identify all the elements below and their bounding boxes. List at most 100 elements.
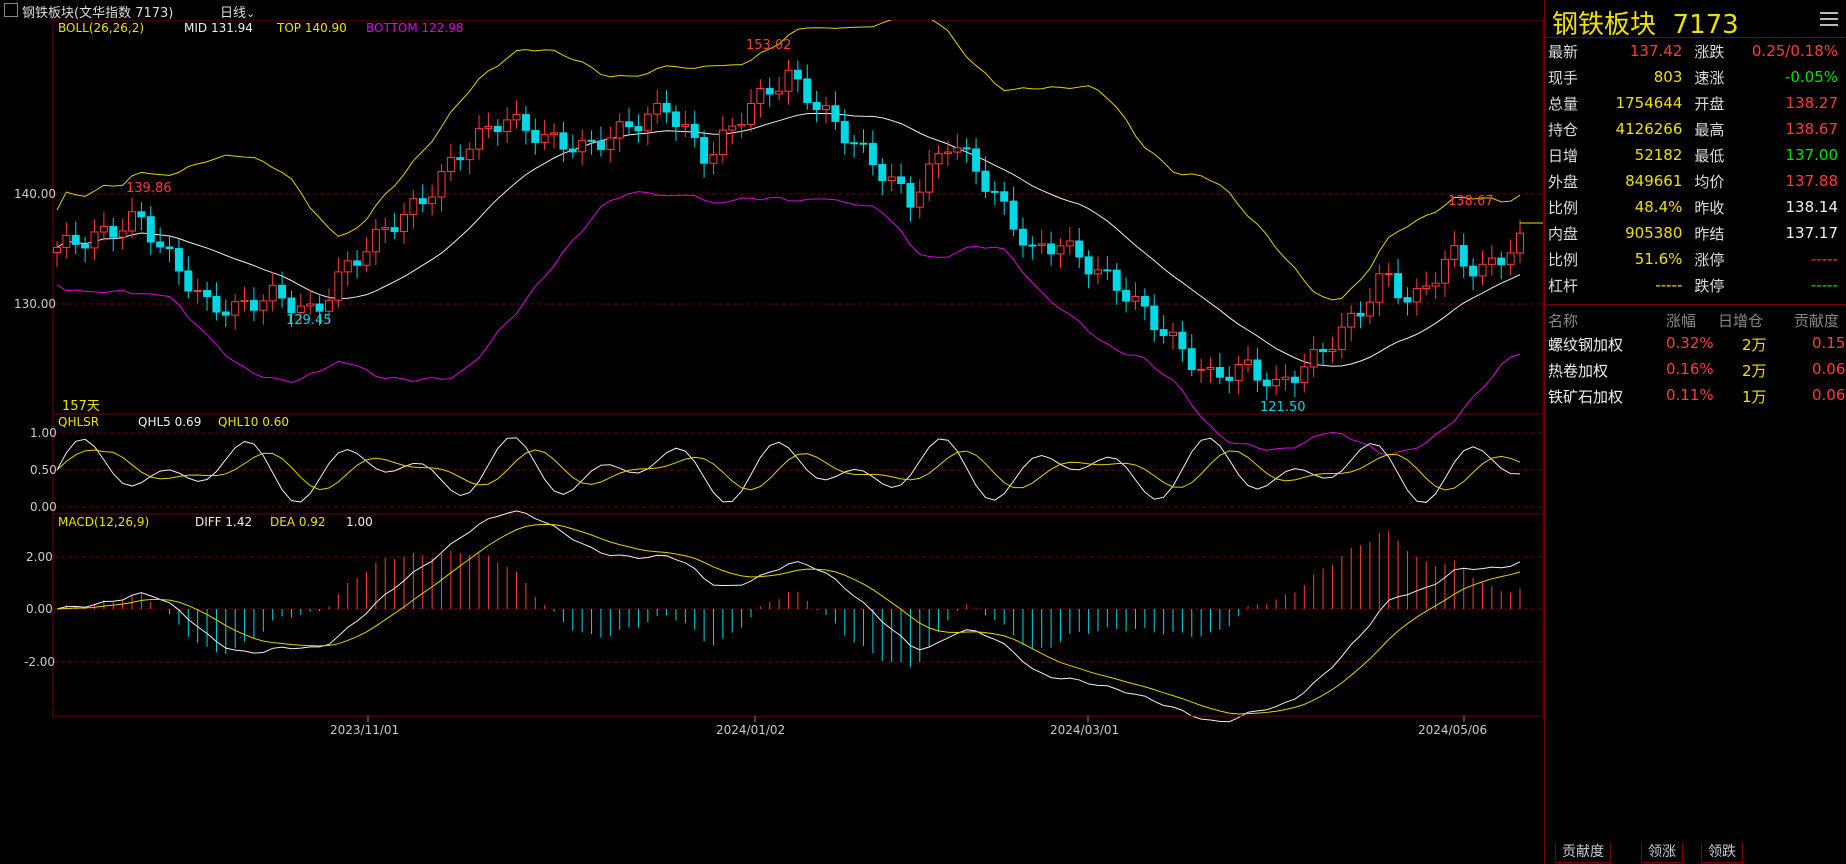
tab-contrib[interactable]: 贡献度 [1555,842,1611,863]
quote-value: 138.27 [1785,94,1839,112]
candle-body [962,147,971,150]
candle-body [146,216,155,243]
menu-icon[interactable] [1820,12,1838,28]
candle-body [259,300,268,311]
candle-body [1356,312,1365,317]
candle-body [953,147,962,153]
candle-body [1244,359,1253,365]
period-selector[interactable]: 日线⌄ [220,2,255,21]
x-tick-date: 2023/11/01 [330,723,399,737]
candle-body [765,88,774,95]
candle-body [934,153,943,165]
candle-body [409,198,418,215]
kline-chart[interactable]: BOLL(26,26,2) MID 131.94 TOP 140.90 BOTT… [0,10,1544,842]
macd-diff-line [56,510,1521,723]
candle-body [381,227,390,230]
candle-body [1159,329,1168,337]
candle-body [1478,263,1487,277]
candle-body [887,176,896,182]
boll-top-line [56,10,1521,301]
candle-body [606,137,615,150]
macd-value-label: 1.00 [346,515,373,529]
macd-indicator-label[interactable]: MACD(12,26,9) [58,515,149,529]
candle-body [390,227,399,233]
quote-label: 开盘 [1694,94,1725,113]
candle-body [137,211,146,218]
tab-leading-losers[interactable]: 领跌 [1701,842,1743,863]
candle-body [1422,285,1431,290]
quote-value: 48.4% [1634,198,1683,216]
candle-body [1206,367,1215,370]
candle-body [1281,376,1290,380]
candle-body [240,299,249,303]
high-price-marker: 153.02 [746,38,792,53]
contrib-row[interactable]: 螺纹钢加权 0.32% 2万 0.15 [1544,334,1846,360]
quote-label: 涨跌 [1694,42,1725,61]
candle-body [1225,376,1234,381]
contrib-col-contrib: 贡献度 [1794,312,1840,330]
quote-header: 钢铁板块 7173 [1548,2,1844,40]
quote-value: 905380 [1625,224,1683,242]
quote-table: 最新 137.42 涨跌 0.25/0.18% 现手 803 速涨 -0.05% 总量 17546… [1544,38,1846,298]
chevron-down-icon: ⌄ [246,7,256,20]
contrib-name: 热卷加权 [1548,362,1609,380]
contrib-inc: 2万 [1742,362,1767,380]
candle-body [221,311,230,316]
quote-label: 外盘 [1548,172,1579,191]
chart-area[interactable]: BOLL(26,26,2) MID 131.94 TOP 140.90 BOTT… [0,10,1544,842]
candle-body [1178,331,1187,350]
candle-body [1309,349,1318,368]
candle-body [53,246,61,254]
candle-body [399,213,408,233]
candle-body [1140,295,1149,307]
candle-body [156,241,165,248]
quote-value: 52182 [1634,146,1683,164]
local-high-marker: 139.86 [126,181,172,196]
boll-indicator-label[interactable]: BOLL(26,26,2) [58,21,144,35]
candle-body [315,303,324,312]
candle-body [446,157,455,173]
qhl-indicator-label[interactable]: QHLSR [58,415,99,429]
lowest-price-marker: 121.50 [1260,400,1306,415]
contrib-name: 铁矿石加权 [1548,388,1624,406]
candle-body [1150,305,1159,331]
candle-body [812,102,821,110]
candle-body [859,142,868,145]
candle-body [1065,240,1074,247]
candle-body [746,102,755,125]
quote-value: 4126266 [1615,120,1683,138]
candle-body [456,157,465,161]
tab-leading-gainers[interactable]: 领涨 [1641,842,1683,863]
candle-body [728,125,737,131]
contrib-row[interactable]: 铁矿石加权 0.11% 1万 0.06 [1544,386,1846,412]
candle-body [324,299,333,312]
boll-y-tick: 140.00 [14,187,56,201]
candle-body [1047,243,1056,255]
candle-body [643,113,652,132]
candle-body [521,114,530,131]
contrib-row[interactable]: 热卷加权 0.16% 2万 0.06 [1544,360,1846,386]
candle-body [1290,376,1299,383]
boll-bottom-label: BOTTOM 122.98 [366,21,464,35]
quote-value: 0.25/0.18% [1751,42,1838,60]
x-tick-date: 2024/03/01 [1050,723,1119,737]
candle-body [287,297,296,314]
candle-body [1365,301,1374,317]
chart-header: 钢铁板块(文华指数 7173) 日线⌄ [0,0,1540,21]
boll-lines [56,10,1521,456]
candle-body [540,133,549,143]
candle-body [1037,243,1046,246]
candle-body [306,303,315,307]
quote-label: 比例 [1548,198,1579,217]
candle-body [1215,367,1224,378]
candle-body [943,151,952,155]
candle-body [559,132,568,150]
candle-body [981,170,990,192]
candle-body [493,125,502,132]
candle-body [1131,295,1140,302]
contrib-name: 螺纹钢加权 [1548,336,1624,354]
candle-body [803,78,812,104]
candle-body [793,69,802,80]
quote-value: 138.67 [1785,120,1839,138]
quote-label: 均价 [1694,172,1725,191]
